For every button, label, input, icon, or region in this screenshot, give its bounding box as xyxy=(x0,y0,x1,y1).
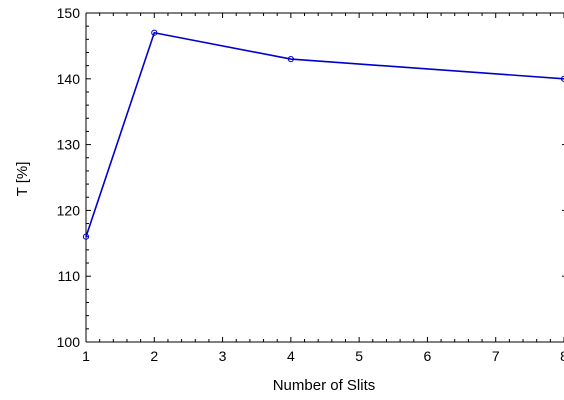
y-tick-label: 110 xyxy=(58,268,81,284)
x-tick-label: 3 xyxy=(219,348,227,364)
plot-frame xyxy=(85,12,564,343)
y-tick-label: 150 xyxy=(57,5,81,21)
x-tick-label: 6 xyxy=(424,348,432,364)
major-ticks xyxy=(85,12,564,343)
y-tick-label: 100 xyxy=(57,334,81,350)
x-tick-label: 4 xyxy=(287,348,295,364)
x-axis-label: Number of Slits xyxy=(273,377,376,394)
x-tick-label: 1 xyxy=(82,348,90,364)
y-tick-label: 130 xyxy=(57,137,81,153)
x-tick-label: 7 xyxy=(492,348,500,364)
series-group xyxy=(82,29,564,240)
data-point xyxy=(560,75,564,82)
series-line xyxy=(85,31,564,237)
data-point xyxy=(287,55,294,63)
data-point xyxy=(82,233,90,240)
x-tick-label: 2 xyxy=(150,348,158,364)
data-point xyxy=(151,29,158,36)
x-tick-label: 8 xyxy=(560,348,564,364)
y-tick-label: 120 xyxy=(57,202,81,218)
x-tick-label: 5 xyxy=(355,348,363,364)
x-tick-labels: 1 2 3 4 5 6 7 8 xyxy=(82,348,564,364)
y-axis-label: T [%] xyxy=(14,162,31,197)
y-tick-labels: 100 110 120 130 140 150 xyxy=(57,5,81,350)
y-tick-label: 140 xyxy=(57,71,81,87)
minor-ticks xyxy=(86,13,551,342)
